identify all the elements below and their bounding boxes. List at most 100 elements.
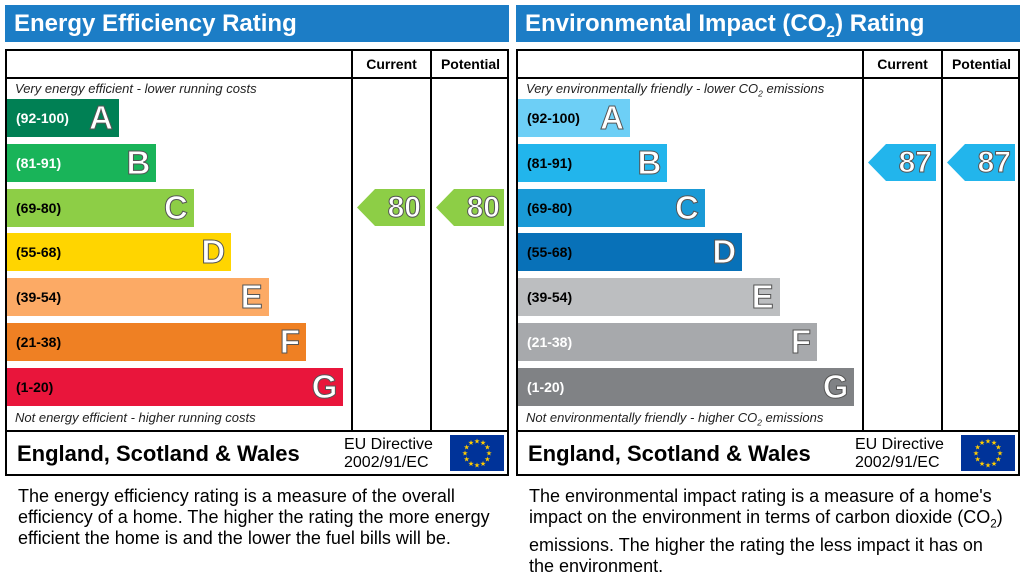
band-range: (69-80) bbox=[527, 199, 573, 216]
band-range: (1-20) bbox=[527, 378, 565, 395]
svg-text:★: ★ bbox=[484, 456, 490, 464]
bottom-note: Not energy efficient - higher running co… bbox=[15, 410, 256, 425]
band-letter: E bbox=[751, 278, 774, 316]
svg-text:★: ★ bbox=[468, 460, 474, 468]
band-e: (39-54) E bbox=[518, 278, 780, 317]
svg-text:★: ★ bbox=[474, 462, 480, 470]
divider bbox=[430, 51, 432, 430]
band-a: (92-100) A bbox=[7, 99, 119, 137]
svg-text:★: ★ bbox=[474, 438, 480, 446]
band-range: (1-20) bbox=[16, 378, 54, 395]
current-rating-arrow: 80 bbox=[357, 189, 425, 227]
svg-text:★: ★ bbox=[973, 450, 979, 458]
band-range: (92-100) bbox=[527, 110, 580, 126]
potential-rating-arrow: 87 bbox=[947, 144, 1015, 182]
description: The environmental impact rating is a mea… bbox=[529, 486, 1003, 576]
chart-title: Energy Efficiency Rating bbox=[5, 5, 509, 42]
band-g: (1-20) G bbox=[7, 367, 344, 406]
energy-efficiency-rating-chart: Energy Efficiency Rating Current Potenti… bbox=[5, 0, 509, 570]
potential-rating-value: 80 bbox=[466, 191, 500, 225]
band-range: (55-68) bbox=[16, 244, 62, 261]
band-range: (39-54) bbox=[16, 289, 62, 306]
svg-text:★: ★ bbox=[991, 460, 997, 468]
band-d: (55-68) D bbox=[518, 233, 743, 272]
band-range: (21-38) bbox=[16, 334, 62, 350]
svg-text:★: ★ bbox=[985, 462, 991, 470]
current-rating-value: 80 bbox=[387, 191, 421, 225]
band-range: (92-100) bbox=[16, 110, 69, 126]
svg-text:★: ★ bbox=[979, 460, 985, 468]
svg-text:★: ★ bbox=[974, 444, 980, 452]
directive-label: EU Directive bbox=[855, 436, 944, 453]
svg-text:★: ★ bbox=[995, 444, 1001, 452]
svg-text:★: ★ bbox=[974, 456, 980, 464]
rating-table: Current Potential Very energy efficient … bbox=[5, 49, 509, 432]
band-letter: C bbox=[674, 188, 699, 226]
top-note: Very energy efficient - lower running co… bbox=[15, 81, 257, 96]
band-letter: G bbox=[822, 367, 849, 405]
eu-directive: EU Directive 2002/91/EC bbox=[855, 436, 944, 472]
divider bbox=[518, 77, 1018, 79]
band-g: (1-20) G bbox=[518, 367, 855, 406]
chart-title: Environmental Impact (CO2) Rating bbox=[516, 5, 1020, 42]
column-header-current: Current bbox=[366, 56, 417, 72]
rating-table: Current Potential Very environmentally f… bbox=[516, 49, 1020, 432]
footer: England, Scotland & Wales EU Directive 20… bbox=[516, 430, 1020, 476]
svg-text:★: ★ bbox=[979, 439, 985, 447]
band-letter: B bbox=[637, 143, 662, 181]
svg-text:★: ★ bbox=[462, 450, 468, 458]
band-range: (55-68) bbox=[527, 244, 573, 261]
bottom-note: Not environmentally friendly - higher CO… bbox=[526, 410, 824, 428]
svg-text:★: ★ bbox=[486, 450, 492, 458]
band-letter: D bbox=[201, 233, 226, 271]
band-letter: D bbox=[712, 233, 737, 271]
eu-flag-icon: ★★★★★★★★★ ★ ★★ bbox=[961, 435, 1015, 471]
footer: England, Scotland & Wales EU Directive 20… bbox=[5, 430, 509, 476]
svg-text:★: ★ bbox=[484, 444, 490, 452]
svg-text:★: ★ bbox=[985, 438, 991, 446]
band-range: (21-38) bbox=[527, 334, 573, 350]
svg-text:★: ★ bbox=[480, 460, 486, 468]
column-header-potential: Potential bbox=[951, 56, 1012, 72]
band-d: (55-68) D bbox=[7, 233, 232, 272]
country-label: England, Scotland & Wales bbox=[17, 441, 300, 466]
divider bbox=[7, 77, 507, 79]
band-letter: A bbox=[89, 99, 114, 137]
band-e: (39-54) E bbox=[7, 278, 269, 317]
band-letter: F bbox=[790, 323, 811, 361]
eu-directive: EU Directive 2002/91/EC bbox=[344, 436, 433, 472]
directive-label: EU Directive bbox=[344, 436, 433, 453]
potential-rating-value: 87 bbox=[977, 146, 1011, 180]
divider bbox=[351, 51, 353, 430]
band-range: (39-54) bbox=[527, 289, 573, 306]
country-label: England, Scotland & Wales bbox=[528, 441, 811, 466]
svg-text:★: ★ bbox=[997, 450, 1003, 458]
top-note: Very environmentally friendly - lower CO… bbox=[526, 81, 825, 99]
current-rating-arrow: 87 bbox=[868, 144, 936, 182]
band-a: (92-100) A bbox=[518, 99, 630, 137]
current-rating-value: 87 bbox=[898, 146, 932, 180]
svg-text:★: ★ bbox=[991, 439, 997, 447]
environmental-impact-rating-chart: Environmental Impact (CO2) Rating Curren… bbox=[516, 0, 1020, 576]
band-c: (69-80) C bbox=[7, 188, 194, 227]
band-range: (81-91) bbox=[16, 154, 62, 171]
description: The energy efficiency rating is a measur… bbox=[18, 486, 490, 548]
band-letter: B bbox=[126, 143, 151, 181]
svg-text:★: ★ bbox=[463, 444, 469, 452]
divider bbox=[941, 51, 943, 430]
band-letter: E bbox=[240, 278, 263, 316]
svg-text:★: ★ bbox=[468, 439, 474, 447]
column-header-current: Current bbox=[877, 56, 928, 72]
band-letter: F bbox=[279, 323, 300, 361]
band-letter: G bbox=[311, 367, 338, 405]
svg-text:★: ★ bbox=[463, 456, 469, 464]
potential-rating-arrow: 80 bbox=[436, 189, 504, 227]
svg-text:★: ★ bbox=[995, 456, 1001, 464]
band-f: (21-38) F bbox=[7, 323, 306, 361]
band-letter: C bbox=[163, 188, 188, 226]
divider bbox=[862, 51, 864, 430]
directive-number: 2002/91/EC bbox=[855, 454, 940, 471]
column-header-potential: Potential bbox=[440, 56, 501, 72]
svg-text:★: ★ bbox=[480, 439, 486, 447]
band-range: (81-91) bbox=[527, 154, 573, 171]
